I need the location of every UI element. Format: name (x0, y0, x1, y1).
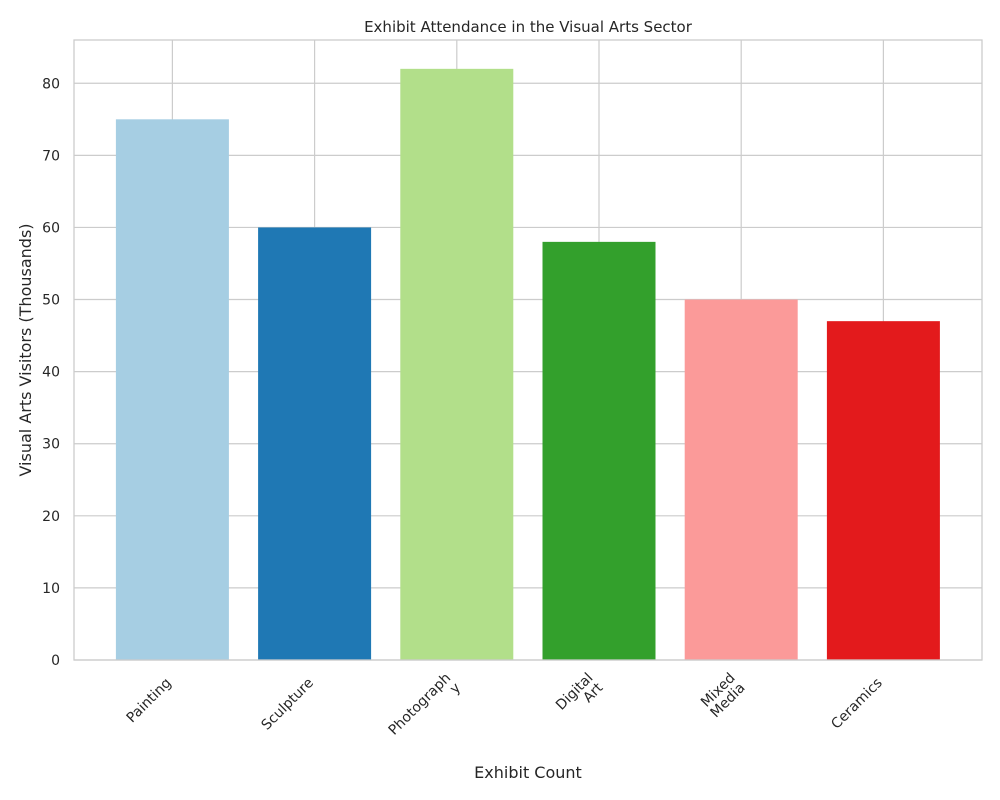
x-tick-label: Sculpture (259, 675, 317, 733)
chart-title: Exhibit Attendance in the Visual Arts Se… (364, 18, 693, 36)
y-axis-label: Visual Arts Visitors (Thousands) (16, 223, 35, 476)
y-tick-label: 70 (42, 148, 60, 164)
y-tick-label: 80 (42, 76, 60, 92)
bar-layer (115, 68, 940, 661)
y-axis-ticks: 0 10 20 30 40 50 60 70 80 (42, 76, 60, 669)
y-tick-label: 60 (42, 220, 60, 236)
x-tick-label: Ceramics (828, 675, 885, 732)
x-tick-label-group: Painting (124, 675, 175, 726)
y-tick-label: 0 (51, 653, 60, 669)
bar (684, 299, 798, 660)
x-tick-label-group: Sculpture (259, 675, 317, 733)
x-tick-label-group: Ceramics (828, 675, 885, 732)
y-tick-label: 30 (42, 437, 60, 453)
bar (826, 321, 940, 660)
bar (542, 241, 656, 660)
bar (115, 119, 229, 661)
x-tick-label: Painting (124, 675, 175, 726)
y-tick-label: 10 (42, 581, 60, 597)
bar (258, 227, 372, 660)
y-tick-label: 40 (42, 365, 60, 381)
x-tick-label: y (447, 680, 464, 697)
plot-frame (73, 39, 983, 661)
y-tick-label: 20 (42, 509, 60, 525)
x-tick-label: Photograph (386, 670, 455, 739)
x-axis-label: Exhibit Count (474, 763, 582, 782)
y-tick-label: 50 (42, 293, 60, 309)
bar (400, 68, 514, 660)
